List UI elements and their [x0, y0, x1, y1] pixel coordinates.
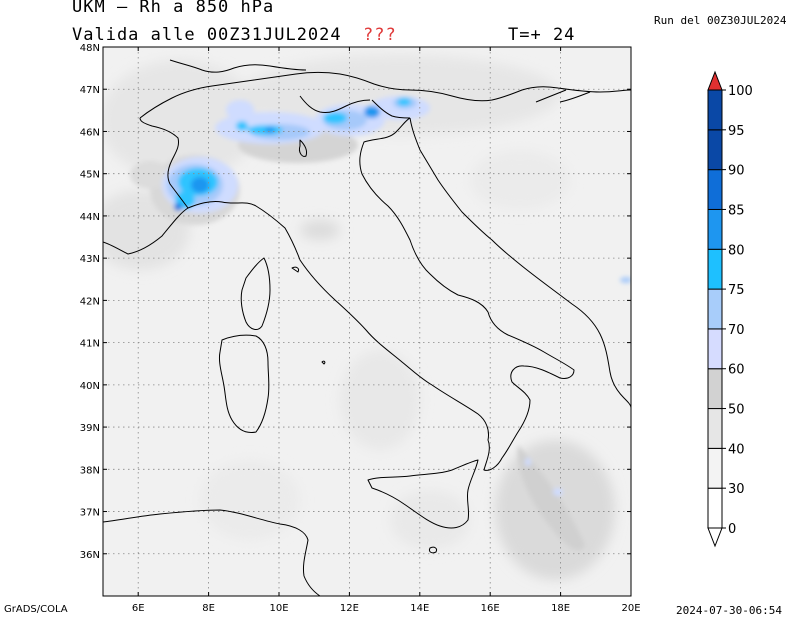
colorbar-level-label: 40: [728, 442, 745, 457]
graticule: [103, 47, 631, 596]
lat-label: 38N: [80, 465, 100, 476]
lon-label: 12E: [340, 603, 359, 614]
lat-label: 43N: [80, 254, 100, 265]
lat-label: 45N: [80, 170, 100, 181]
colorbar-level-label: 0: [728, 522, 736, 537]
colorbar-level-label: 85: [728, 203, 745, 218]
colorbar-segment: [707, 368, 723, 410]
lon-label: 6E: [132, 603, 145, 614]
colorbar-level-label: 95: [728, 124, 745, 139]
latitude-labels: 36N 37N 38N 39N 40N 41N 42N 43N 44N 45N 46N 47N 48N: [80, 43, 100, 561]
validity-time: Valida alle 00Z31JUL2024: [72, 25, 342, 45]
colorbar-segment: [707, 447, 723, 489]
lon-label: 16E: [481, 603, 500, 614]
colorbar-legend: [707, 70, 726, 548]
colorbar-top-arrow: [707, 70, 723, 91]
humidity-field: [103, 47, 631, 596]
lat-label: 42N: [80, 296, 100, 307]
lon-label: 8E: [202, 603, 215, 614]
lat-label: 46N: [80, 127, 100, 138]
lat-label: 40N: [80, 381, 100, 392]
colorbar-segment: [707, 248, 723, 290]
lat-label: 44N: [80, 212, 100, 223]
lat-label: 39N: [80, 423, 100, 434]
colorbar-segment: [707, 129, 723, 171]
software-credit: GrADS/COLA: [4, 604, 68, 615]
colorbar-segment: [707, 487, 723, 529]
lon-label: 20E: [621, 603, 640, 614]
unknown-marker: ???: [363, 25, 397, 45]
lat-label: 37N: [80, 508, 100, 519]
colorbar-segment: [707, 208, 723, 250]
forecast-step: T=+ 24: [508, 25, 576, 45]
lon-label: 18E: [551, 603, 570, 614]
colorbar-level-label: 80: [728, 243, 745, 258]
colorbar-segment: [707, 89, 723, 131]
run-label: Run del 00Z30JUL2024: [654, 14, 787, 27]
lat-label: 41N: [80, 339, 100, 350]
colorbar-segment: [707, 288, 723, 330]
lat-label: 47N: [80, 85, 100, 96]
longitude-labels: 6E 8E 10E 12E 14E 16E 18E 20E: [132, 603, 641, 614]
colorbar-level-label: 30: [728, 482, 745, 497]
map-frame: [102, 46, 632, 597]
colorbar-level-label: 50: [728, 403, 745, 418]
lon-label: 10E: [269, 603, 288, 614]
colorbar-level-label: 60: [728, 363, 745, 378]
frame-ticks: [103, 47, 631, 596]
colorbar-level-label: 75: [728, 283, 745, 298]
lat-label: 48N: [80, 43, 100, 54]
colorbar-segment: [707, 169, 723, 210]
lat-label: 36N: [80, 550, 100, 561]
render-timestamp: 2024-07-30-06:54: [676, 604, 782, 617]
coastlines: [103, 59, 631, 596]
colorbar-level-label: 100: [728, 84, 753, 99]
colorbar-level-label: 70: [728, 323, 745, 338]
colorbar-labels: 0 30 40 50 60 70 75 80 85 90 95 100: [728, 84, 753, 537]
colorbar-bottom-arrow: [707, 527, 723, 548]
colorbar-segment: [707, 328, 723, 370]
colorbar-segment: [707, 408, 723, 449]
map-title: UKM – Rh a 850 hPa: [72, 0, 275, 17]
colorbar-level-label: 90: [728, 164, 745, 179]
lon-label: 14E: [410, 603, 429, 614]
